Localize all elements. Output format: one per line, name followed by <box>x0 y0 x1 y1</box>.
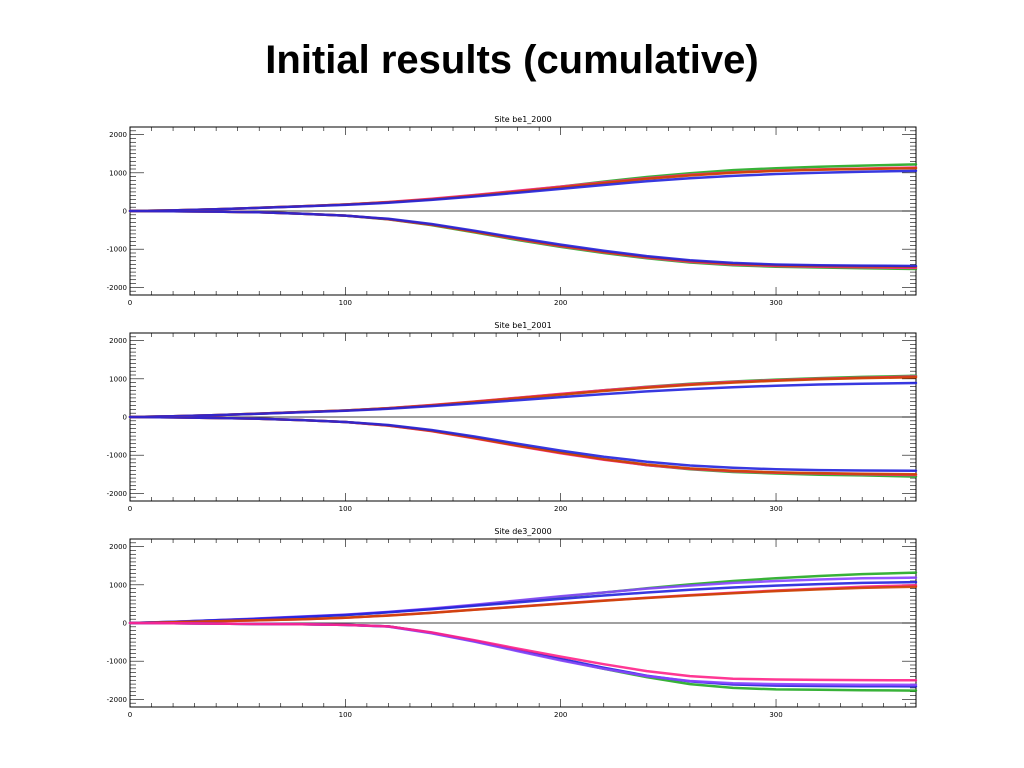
series-line-8 <box>128 621 918 687</box>
x-tick-label: 200 <box>554 505 567 513</box>
x-tick-label: 0 <box>128 711 132 719</box>
x-tick-label: 200 <box>554 711 567 719</box>
x-tick-label: 100 <box>339 505 352 513</box>
y-tick-label: -1000 <box>107 452 127 460</box>
x-tick-label: 100 <box>339 711 352 719</box>
y-tick-label: 2000 <box>109 131 127 139</box>
chart-title: Site de3_2000 <box>494 527 551 536</box>
y-tick-label: 1000 <box>109 375 127 383</box>
series-line-8 <box>128 415 918 473</box>
series-line-3 <box>128 580 918 625</box>
x-tick-label: 100 <box>339 299 352 307</box>
y-tick-label: 2000 <box>109 337 127 345</box>
y-tick-label: -2000 <box>107 284 127 292</box>
chart-title: Site be1_2001 <box>494 321 551 330</box>
y-tick-label: 1000 <box>109 581 127 589</box>
chart-panel-1: Site be1_2000 2000 1000 0 -1000 -2000 0 100 200 3… <box>100 113 930 308</box>
x-tick-label: 300 <box>769 299 782 307</box>
series-line-8 <box>128 209 918 268</box>
x-tick-label: 300 <box>769 711 782 719</box>
y-tick-label: 1000 <box>109 169 127 177</box>
series-line-4 <box>128 169 918 213</box>
y-tick-label: 0 <box>123 208 127 216</box>
y-tick-label: 0 <box>123 620 127 628</box>
chart-title: Site be1_2000 <box>494 115 551 124</box>
x-tick-label: 200 <box>554 299 567 307</box>
y-tick-label: 2000 <box>109 543 127 551</box>
y-tick-label: -1000 <box>107 658 127 666</box>
slide-title: Initial results (cumulative) <box>265 38 759 82</box>
series-line-7 <box>128 621 918 688</box>
chart-panel-3: Site de3_2000 2000 1000 0 -1000 -2000 0 100 200 3… <box>100 525 930 720</box>
x-tick-label: 0 <box>128 505 132 513</box>
series-line-9 <box>128 621 918 682</box>
series-line-3 <box>128 376 918 419</box>
y-tick-label: 0 <box>123 414 127 422</box>
x-tick-label: 300 <box>769 505 782 513</box>
y-tick-label: -2000 <box>107 696 127 704</box>
series-line-4 <box>128 381 918 419</box>
series-line-5 <box>128 585 918 625</box>
x-tick-label: 0 <box>128 299 132 307</box>
y-tick-label: -2000 <box>107 490 127 498</box>
chart-panel-2: Site be1_2001 2000 1000 0 -1000 -2000 0 100 200 3… <box>100 319 930 514</box>
y-tick-label: -1000 <box>107 246 127 254</box>
